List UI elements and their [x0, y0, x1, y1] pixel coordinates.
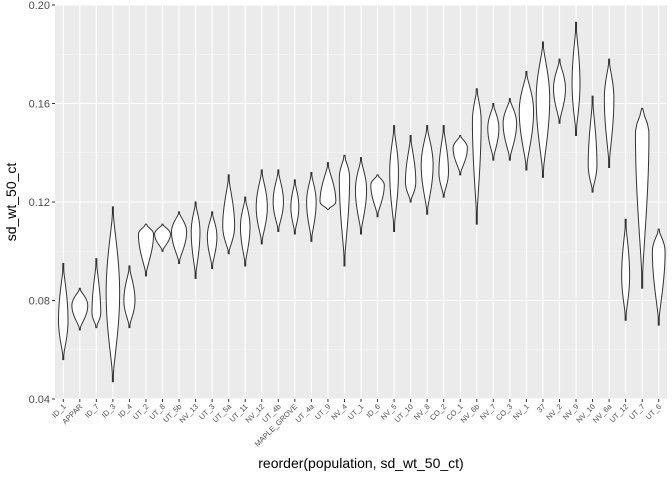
- x-tick-label: UT_9: [313, 402, 332, 421]
- violin-ut-10: [404, 135, 417, 203]
- x-tick-label: NV_13: [177, 402, 200, 425]
- violin-ut-9: [319, 162, 337, 210]
- x-tick-label: ID_3: [100, 402, 118, 420]
- violin-nv-10: [587, 95, 598, 193]
- y-axis-ticks: 0.04 0.08 0.12 0.16 0.20: [29, 0, 55, 406]
- x-tick-label: UT_4a: [294, 401, 317, 424]
- violin-co-1: [452, 135, 468, 176]
- violin-nv-6b: [471, 88, 482, 225]
- violin-ut-7: [634, 107, 650, 289]
- y-tick-label: 0.20: [29, 0, 50, 12]
- x-tick-label: NV_2: [544, 402, 564, 422]
- x-tick-label: UT_12: [608, 402, 630, 424]
- violin-nv-8: [420, 125, 434, 215]
- x-tick-label: UT_1: [346, 402, 365, 421]
- x-axis-title: reorder(population, sd_wt_50_ct): [258, 455, 463, 471]
- violin-id-6: [370, 174, 385, 218]
- y-tick-label: 0.16: [29, 99, 50, 111]
- violin-ut-3: [206, 211, 218, 269]
- x-tick-label: UT_6: [644, 402, 663, 421]
- x-axis-ticks: ID_1APPARID_7ID_3ID_4UT_2UT_8UT_5bNV_13U…: [50, 399, 663, 448]
- violin-ut-2: [137, 223, 155, 277]
- violin-id-1: [58, 263, 69, 361]
- x-tick-label: 37: [535, 402, 547, 414]
- x-tick-label: NV_6b: [459, 402, 482, 425]
- violin-nv-7: [487, 103, 500, 161]
- x-tick-label: UT_10: [393, 402, 415, 424]
- violin-ut-1: [354, 157, 368, 235]
- x-tick-label: UT_7: [627, 402, 646, 421]
- x-tick-label: NV_7: [478, 402, 498, 422]
- violin-ut-11: [239, 196, 251, 267]
- violin-nv-4: [338, 154, 351, 267]
- y-tick-label: 0.08: [29, 296, 50, 308]
- x-tick-label: CO_3: [494, 402, 514, 422]
- violin-appar: [71, 287, 89, 331]
- x-tick-label: UT_2: [131, 402, 150, 421]
- x-tick-label: ID_7: [83, 402, 101, 420]
- x-tick-label: NV_8: [412, 402, 432, 422]
- violin-co-3: [502, 98, 518, 161]
- x-tick-label: ID_4: [116, 402, 134, 420]
- y-tick-label: 0.12: [29, 197, 50, 209]
- violin-nv-5: [389, 125, 399, 233]
- violin-ut-4b: [272, 169, 284, 233]
- violin-nv-2: [553, 58, 566, 124]
- violin-id-3: [105, 206, 121, 383]
- violin-ut-8: [154, 223, 171, 252]
- violin-nv-9: [571, 21, 581, 137]
- x-tick-label: CO_2: [428, 402, 448, 422]
- violin-ut-5b: [171, 211, 188, 265]
- violin-ut-4a: [306, 171, 317, 242]
- y-axis-title: sd_wt_50_ct: [3, 163, 19, 242]
- violin-id-4: [123, 265, 136, 329]
- violin-nv-6a: [603, 58, 615, 169]
- violin-co-2: [438, 125, 449, 198]
- y-tick-label: 0.04: [29, 394, 50, 406]
- x-tick-label: NV_1: [511, 402, 531, 422]
- violin-ut-6: [651, 228, 666, 326]
- x-tick-label: NV_4: [329, 402, 349, 422]
- violin-nv-1: [518, 70, 535, 171]
- violin-nv-13: [190, 201, 201, 279]
- violin-37: [535, 41, 551, 178]
- violins: [58, 21, 666, 383]
- violin-maple-grove: [290, 179, 300, 235]
- violin-id-7: [91, 258, 102, 329]
- violin-ut-12: [621, 218, 631, 321]
- violin-ut-5a: [222, 174, 236, 255]
- violin-nv-12: [255, 169, 268, 245]
